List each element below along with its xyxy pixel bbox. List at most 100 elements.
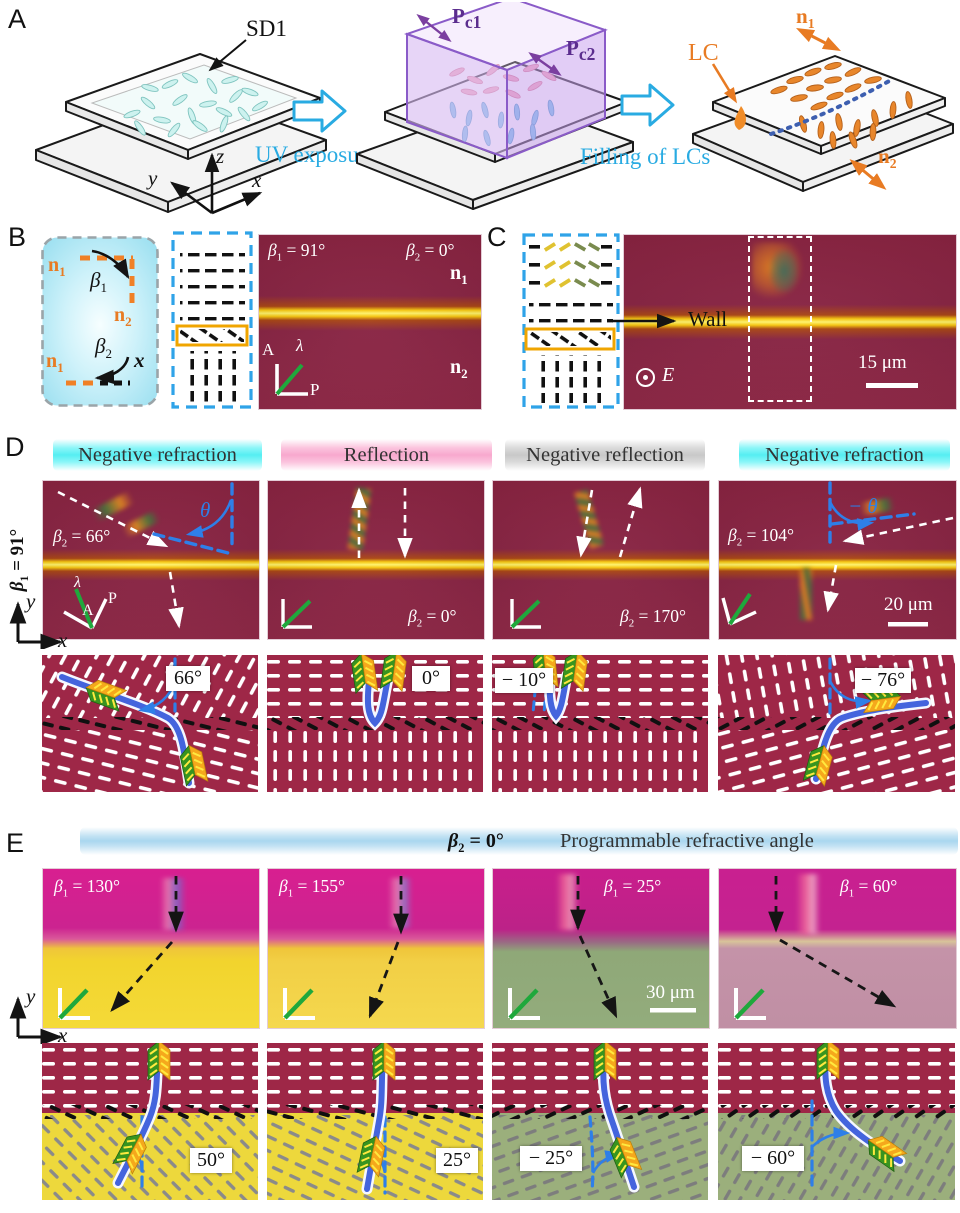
n1-director-arrow (795, 27, 842, 52)
d4-neg-theta-label: − θ (848, 494, 878, 518)
theta-arc-arrow (185, 499, 233, 538)
b-polarizer-label: P (310, 380, 320, 399)
e4-beta1-value: β1 = 60° (840, 876, 898, 900)
d1-analyzer-label: A (82, 602, 94, 619)
e-field-label: E (662, 364, 675, 386)
e3-angle-box: − 25° (520, 1146, 582, 1171)
annotations-e2 (283, 876, 409, 1020)
e-axis-y-label: y (26, 984, 36, 1008)
filling-lcs-label: Filling of LCs (580, 144, 711, 169)
sd1-pointer-line (208, 39, 247, 72)
pc2-label: Pc2 (566, 36, 596, 65)
d1-lambda-label: λ (74, 574, 81, 591)
panel-e-label: E (6, 828, 25, 858)
scale-text-e3: 30 μm (646, 982, 695, 1003)
inset-x-axis: x (134, 348, 145, 372)
defect-streak (770, 250, 798, 292)
n2-label: n2 (878, 144, 897, 172)
b-beta2-value: β2 = 0° (406, 240, 455, 264)
d4-angle-box: − 76° (855, 668, 911, 693)
panel-b-label: B (8, 222, 27, 252)
micrograph-d1 (42, 480, 260, 640)
wall-pointer-arrow (612, 313, 677, 329)
d-axis-x-label: x (58, 628, 68, 652)
e2-beta1-value: β1 = 155° (279, 876, 346, 900)
b-n1-label: n1 (450, 262, 468, 287)
domain-boundary-dotted (769, 78, 893, 136)
annotations-e1 (58, 876, 184, 1020)
micrograph-d2 (267, 480, 485, 640)
director-map-inset-c (522, 233, 620, 409)
schematic-e2 (267, 1043, 483, 1200)
scale-bar-e3 (650, 1008, 696, 1013)
scale-bar-d4 (888, 622, 928, 627)
header-negative-refraction-1: Negative refraction (53, 439, 262, 471)
panel-d-label: D (5, 432, 25, 462)
schematic-e3 (492, 1043, 708, 1200)
scale-text-c: 15 μm (858, 352, 907, 373)
d1-beta2-value: β2 = 66° (53, 526, 111, 550)
micrograph-d4 (718, 480, 957, 640)
lc-pointer-line (711, 63, 738, 104)
patterned-rows (529, 242, 612, 288)
b-n2-label: n2 (450, 356, 468, 381)
n1-label: n1 (796, 4, 815, 32)
d2-beta2-value: β2 = 0° (408, 606, 457, 630)
beta1-angle-arrow (91, 249, 130, 280)
schematic-e4 (718, 1043, 955, 1200)
annotations-d3 (510, 486, 643, 629)
xyz-axes (170, 152, 263, 215)
scale-bar-c (866, 383, 918, 388)
inset-beta2: β2 (95, 334, 112, 362)
pc2-arrow (528, 52, 562, 76)
inset-n1-top: n1 (48, 254, 66, 279)
b-analyzer-label: A (262, 340, 275, 359)
neg-theta-arc-arrow (828, 501, 875, 531)
schematic-d2 (267, 655, 483, 792)
b-beta1-value: β1 = 91° (268, 240, 326, 264)
e-axis-x-label: x (58, 1023, 68, 1047)
defect-streak (800, 568, 812, 620)
micrograph-e4 (718, 868, 957, 1029)
e1-beta1-value: β1 = 130° (54, 876, 121, 900)
director-map-inset-b (171, 231, 253, 409)
d2-angle-box: 0° (412, 666, 450, 691)
d1-theta-label: θ (200, 498, 211, 522)
b-lambda-label: λ (296, 336, 304, 355)
header-negative-reflection: Negative reflection (505, 439, 705, 471)
schematic-d1 (42, 655, 258, 792)
pc1-arrow (416, 13, 452, 43)
axis-y-label: y (148, 166, 158, 190)
inset-beta1: β1 (90, 268, 107, 296)
micrograph-e1 (42, 868, 260, 1029)
e4-angle-box: − 60° (742, 1146, 804, 1171)
axis-x-label: x (252, 168, 262, 192)
d1-polarizer-label: P (108, 590, 117, 607)
xy-axes-e (9, 996, 63, 1044)
d1-angle-box: 66° (166, 666, 210, 691)
annotations-d2 (281, 487, 413, 629)
d3-beta2-value: β2 = 170° (620, 606, 687, 630)
schematic-e1 (42, 1043, 258, 1200)
panel-a-label: A (8, 4, 27, 34)
micrograph-b (258, 234, 482, 410)
e-field-out-of-plane-icon (636, 368, 655, 387)
header-reflection: Reflection (281, 439, 492, 471)
axis-z-label: z (216, 144, 225, 168)
highlight-dashed-box (748, 236, 812, 402)
e2-angle-box: 25° (436, 1148, 478, 1173)
lc-label: LC (688, 40, 719, 66)
inset-n1-bottom: n1 (46, 350, 64, 375)
schematic-cell-uv (356, 2, 634, 210)
xy-axes-d (9, 601, 63, 649)
e3-beta1-value: β1 = 25° (604, 876, 662, 900)
pc1-label: Pc1 (452, 4, 482, 33)
schematic-d4 (718, 655, 955, 792)
e-header-title: Programmable refractive angle (560, 830, 814, 852)
annotations-d1 (57, 482, 234, 630)
process-arrow-icon (620, 83, 675, 127)
beta2-angle-arrow (94, 356, 130, 385)
wall-label: Wall (688, 307, 728, 331)
panel-c-label: C (487, 222, 507, 252)
